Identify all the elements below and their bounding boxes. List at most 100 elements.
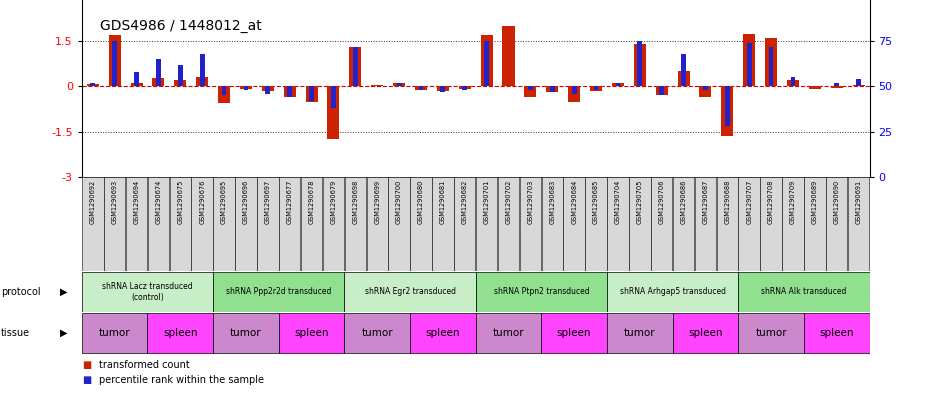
Text: shRNA Alk transduced: shRNA Alk transduced [762, 287, 846, 296]
Bar [213, 313, 279, 353]
Bar [804, 177, 826, 271]
Bar [279, 177, 300, 271]
Bar [458, 86, 471, 90]
Bar [462, 86, 467, 90]
Bar [564, 177, 585, 271]
Bar [262, 86, 273, 91]
Bar [585, 177, 606, 271]
Text: GSM1290691: GSM1290691 [856, 180, 861, 224]
Bar [353, 47, 358, 86]
Bar [153, 78, 165, 86]
Bar [590, 86, 602, 91]
Text: GSM1290689: GSM1290689 [812, 180, 817, 224]
Bar [287, 86, 292, 97]
Bar [593, 86, 598, 90]
Bar [724, 86, 730, 126]
Bar [738, 313, 804, 353]
Bar [327, 86, 339, 139]
Bar [257, 177, 279, 271]
Text: GSM1290701: GSM1290701 [484, 180, 489, 224]
Bar [148, 313, 213, 353]
Bar [415, 86, 427, 90]
Bar [678, 72, 689, 86]
Bar [848, 177, 870, 271]
Bar [235, 177, 257, 271]
Text: GSM1290679: GSM1290679 [330, 180, 337, 224]
Bar [454, 177, 475, 271]
Bar [656, 86, 668, 95]
Bar [717, 177, 738, 271]
Text: GSM1290681: GSM1290681 [440, 180, 445, 224]
Text: shRNA Ptpn2 transduced: shRNA Ptpn2 transduced [494, 287, 589, 296]
Text: GSM1290687: GSM1290687 [702, 180, 709, 224]
Bar [485, 41, 489, 86]
Bar [520, 177, 541, 271]
Text: tumor: tumor [493, 328, 525, 338]
Text: ■: ■ [82, 375, 91, 385]
Bar [389, 177, 410, 271]
Text: GSM1290703: GSM1290703 [527, 180, 534, 224]
Bar [528, 86, 533, 90]
Bar [244, 86, 248, 90]
Bar [265, 86, 271, 94]
Bar [546, 86, 558, 92]
Bar [301, 177, 323, 271]
Bar [221, 86, 227, 95]
Text: percentile rank within the sample: percentile rank within the sample [99, 375, 263, 385]
Text: GSM1290685: GSM1290685 [593, 180, 599, 224]
Text: shRNA Ppp2r2d transduced: shRNA Ppp2r2d transduced [226, 287, 331, 296]
Text: GDS4986 / 1448012_at: GDS4986 / 1448012_at [100, 19, 262, 33]
Bar [738, 177, 760, 271]
Text: GSM1290690: GSM1290690 [833, 180, 840, 224]
Text: GSM1290675: GSM1290675 [178, 180, 183, 224]
Text: shRNA Egr2 transduced: shRNA Egr2 transduced [365, 287, 456, 296]
Text: GSM1290707: GSM1290707 [746, 180, 752, 224]
Text: GSM1290684: GSM1290684 [571, 180, 578, 224]
Bar [475, 313, 541, 353]
Bar [541, 313, 607, 353]
Text: GSM1290697: GSM1290697 [265, 180, 271, 224]
Bar [747, 43, 751, 86]
Text: tissue: tissue [1, 328, 30, 338]
Bar [790, 77, 795, 86]
Bar [651, 177, 672, 271]
Bar [830, 86, 843, 88]
Bar [853, 85, 865, 86]
Bar [169, 177, 191, 271]
Bar [782, 177, 804, 271]
Text: GSM1290693: GSM1290693 [112, 180, 118, 224]
Bar [572, 86, 577, 94]
Bar [568, 86, 580, 101]
Bar [695, 177, 716, 271]
Bar [765, 38, 777, 86]
Bar [633, 44, 645, 86]
Bar [498, 177, 519, 271]
Text: GSM1290695: GSM1290695 [221, 180, 227, 224]
Bar [476, 177, 498, 271]
Text: tumor: tumor [362, 328, 393, 338]
Text: GSM1290706: GSM1290706 [658, 180, 665, 224]
Text: spleen: spleen [426, 328, 460, 338]
Bar [616, 83, 620, 86]
Bar [284, 86, 296, 97]
Bar [437, 86, 449, 91]
Text: GSM1290682: GSM1290682 [462, 180, 468, 224]
Bar [156, 59, 161, 86]
Text: GSM1290699: GSM1290699 [374, 180, 380, 224]
Bar [192, 177, 213, 271]
Text: GSM1290676: GSM1290676 [199, 180, 206, 224]
Bar [703, 86, 708, 90]
Bar [196, 77, 208, 86]
Text: GSM1290702: GSM1290702 [506, 180, 512, 224]
Text: shRNA Lacz transduced
(control): shRNA Lacz transduced (control) [102, 282, 193, 301]
Text: spleen: spleen [294, 328, 329, 338]
Bar [331, 86, 336, 108]
Text: shRNA Arhgap5 transduced: shRNA Arhgap5 transduced [619, 287, 725, 296]
Bar [502, 26, 514, 86]
Bar [607, 177, 629, 271]
Bar [366, 177, 388, 271]
Bar [345, 177, 366, 271]
Bar [90, 83, 95, 86]
Text: ▶: ▶ [60, 328, 67, 338]
Bar [743, 34, 755, 86]
